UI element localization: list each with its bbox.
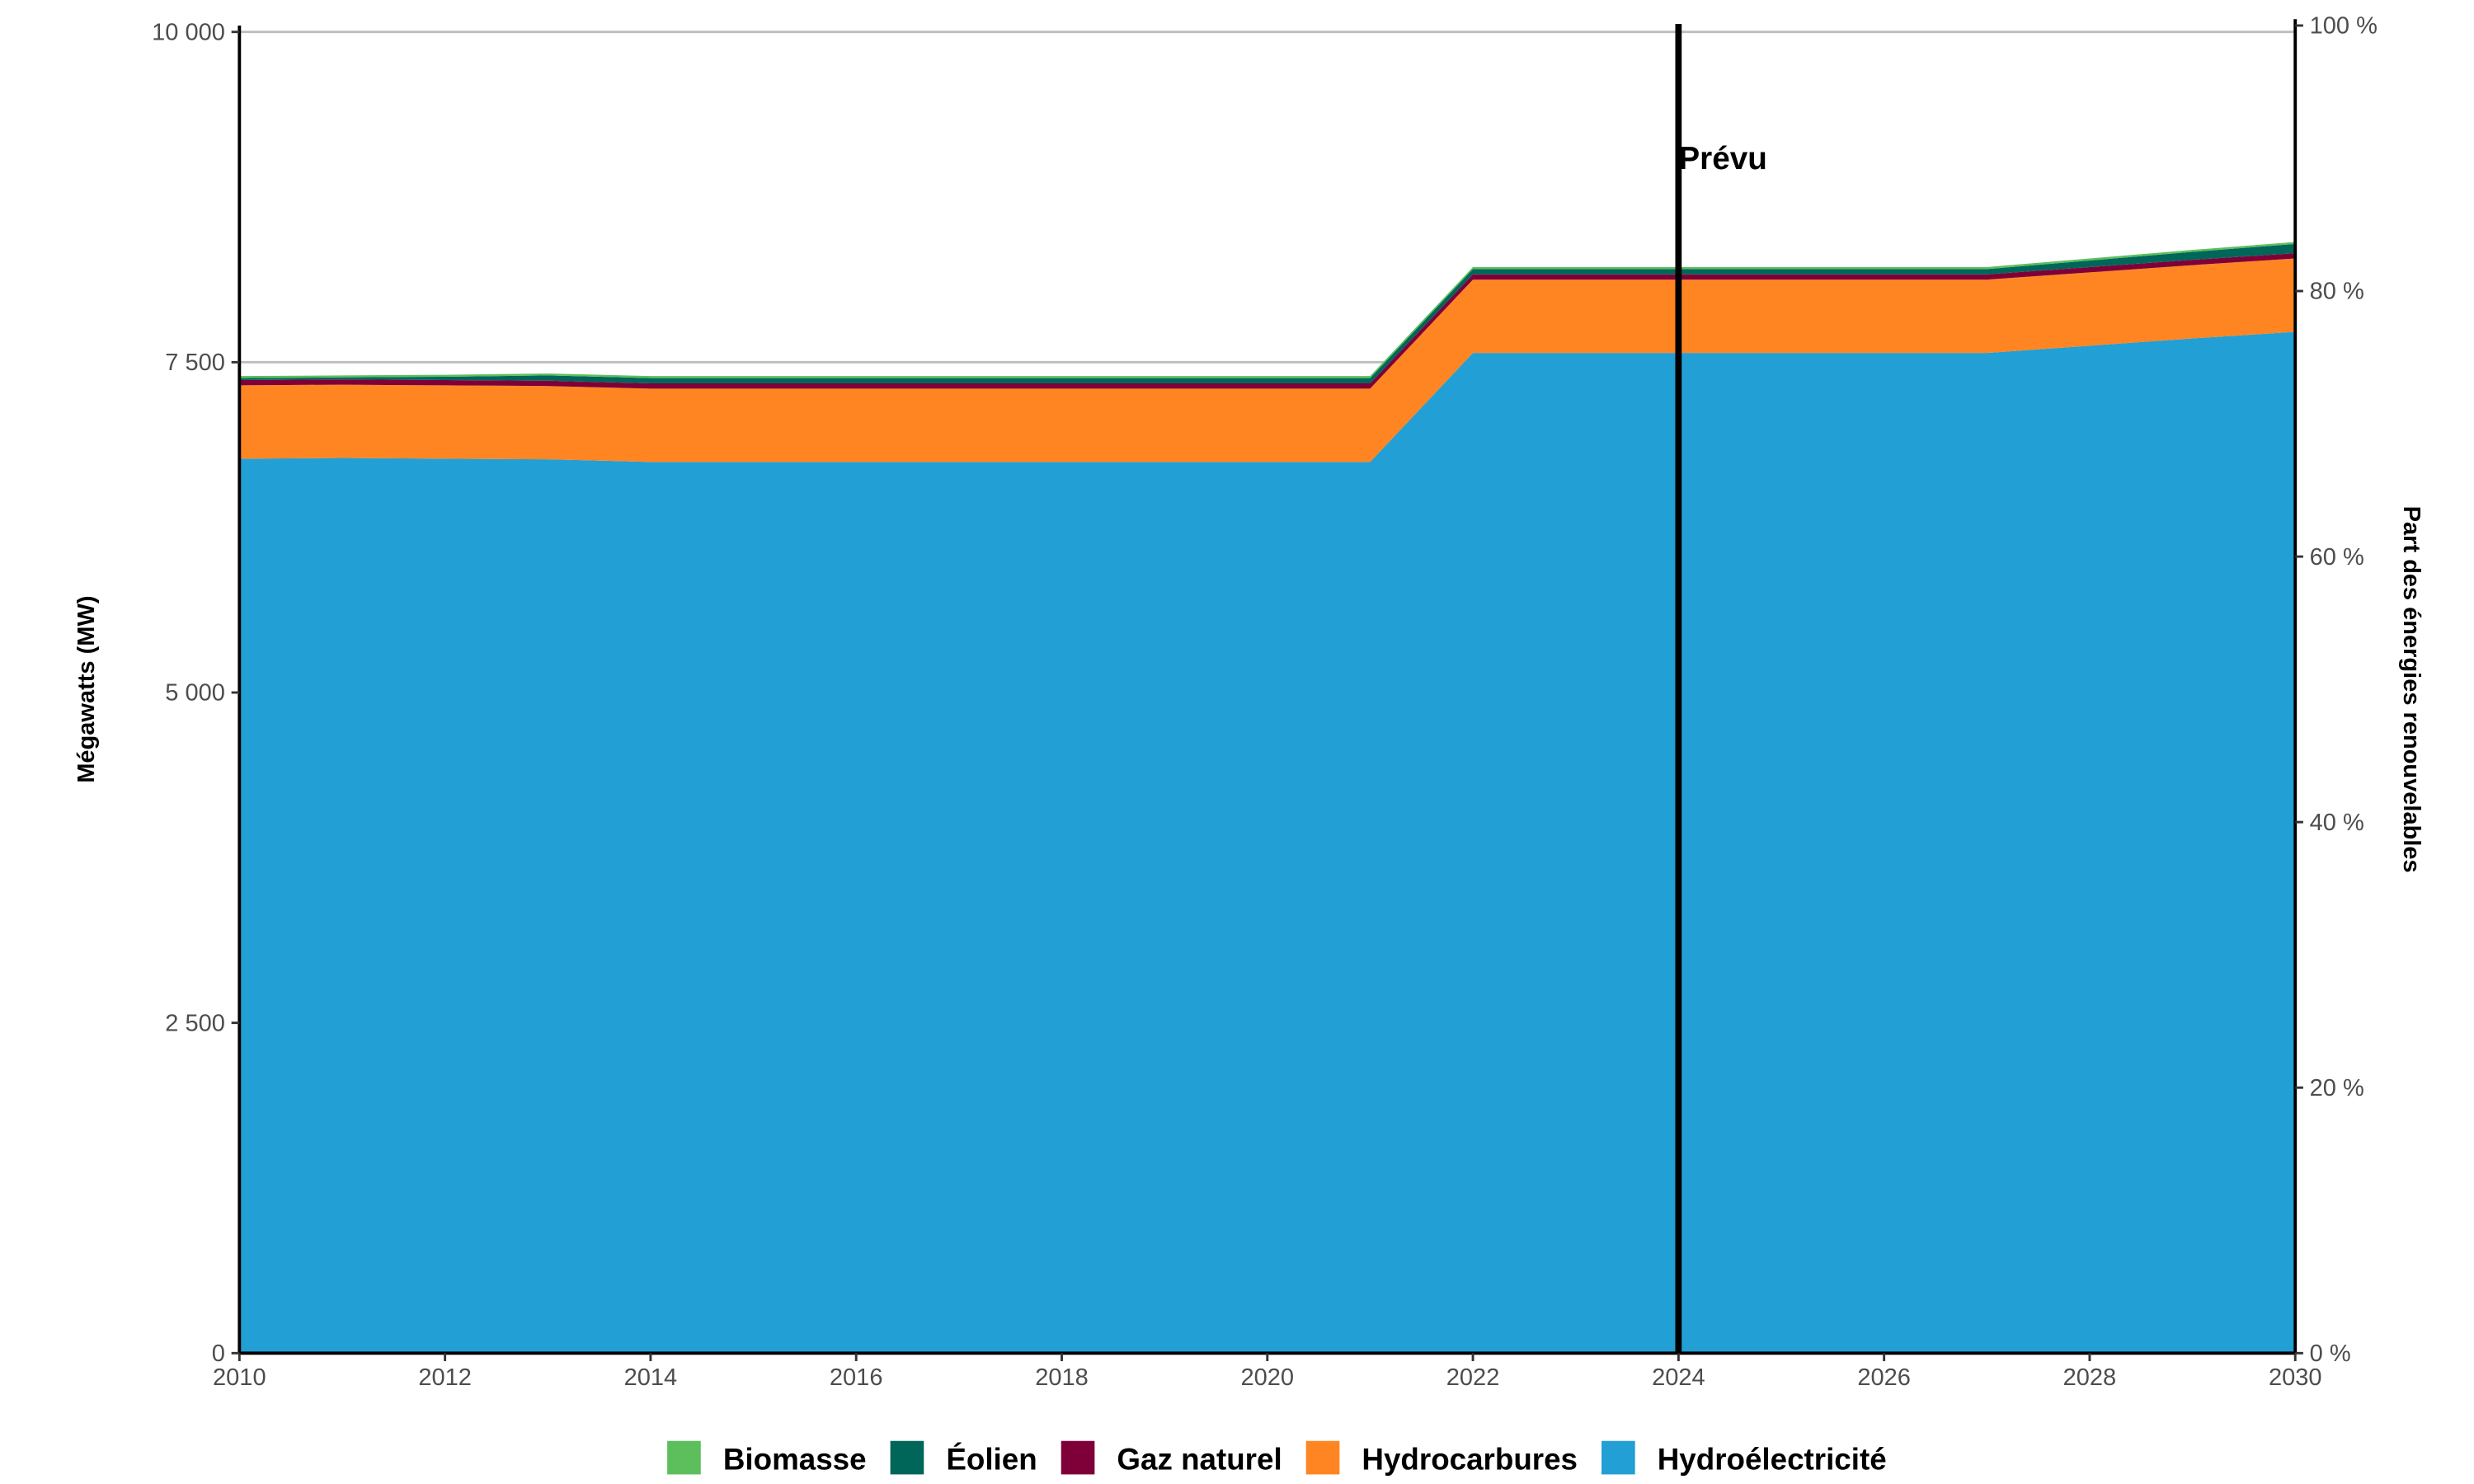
x-tick-label: 2014 bbox=[624, 1364, 678, 1391]
y2-tick-label: 80 % bbox=[2310, 279, 2364, 305]
y2-tick-label: 60 % bbox=[2310, 544, 2364, 571]
legend-swatch bbox=[667, 1440, 701, 1475]
y2-tick-label: 40 % bbox=[2310, 810, 2364, 836]
legend-swatch bbox=[890, 1440, 924, 1475]
x-tick-label: 2022 bbox=[1446, 1364, 1500, 1391]
x-tick-label: 2012 bbox=[418, 1364, 472, 1391]
legend: Biomasse Éolien Gaz naturel Hydrocarbures Hy… bbox=[667, 1440, 1887, 1477]
y-tick-label: 7 500 bbox=[165, 350, 225, 376]
x-tick-label: 2028 bbox=[2063, 1364, 2117, 1391]
y2-axis-title: Part des énergies renouvelables bbox=[2398, 506, 2425, 873]
annotation: Prévu bbox=[1678, 141, 1767, 176]
area bbox=[239, 331, 2296, 1354]
x-tick-label: 2018 bbox=[1035, 1364, 1089, 1391]
y2-tick-label: 100 % bbox=[2310, 13, 2378, 40]
x-tick-label: 2010 bbox=[213, 1364, 266, 1391]
x-tick-label: 2016 bbox=[830, 1364, 883, 1391]
legend-label: Biomasse bbox=[723, 1443, 867, 1477]
y-tick-label: 10 000 bbox=[152, 19, 225, 45]
y-tick-label: 5 000 bbox=[165, 680, 225, 707]
legend-label: Hydroélectricité bbox=[1658, 1443, 1887, 1477]
legend-swatch bbox=[1305, 1440, 1340, 1475]
x-tick-label: 2026 bbox=[1857, 1364, 1911, 1391]
y-axis-title: Mégawatts (MW) bbox=[73, 595, 100, 782]
legend-swatch bbox=[1061, 1440, 1095, 1475]
x-tick-label: 2020 bbox=[1240, 1364, 1294, 1391]
y-tick-label: 2 500 bbox=[165, 1010, 225, 1036]
legend-label: Hydrocarbures bbox=[1362, 1443, 1578, 1477]
y-tick-label: 0 bbox=[212, 1341, 225, 1367]
x-tick-label: 2024 bbox=[1652, 1364, 1705, 1391]
legend-label: Gaz naturel bbox=[1117, 1443, 1282, 1477]
y2-tick-label: 20 % bbox=[2310, 1075, 2364, 1101]
legend-label: Éolien bbox=[946, 1443, 1037, 1477]
y2-tick-label: 0 % bbox=[2310, 1341, 2351, 1367]
x-tick-label: 2030 bbox=[2269, 1364, 2322, 1391]
legend-swatch bbox=[1602, 1440, 1635, 1475]
area bbox=[239, 258, 2296, 463]
